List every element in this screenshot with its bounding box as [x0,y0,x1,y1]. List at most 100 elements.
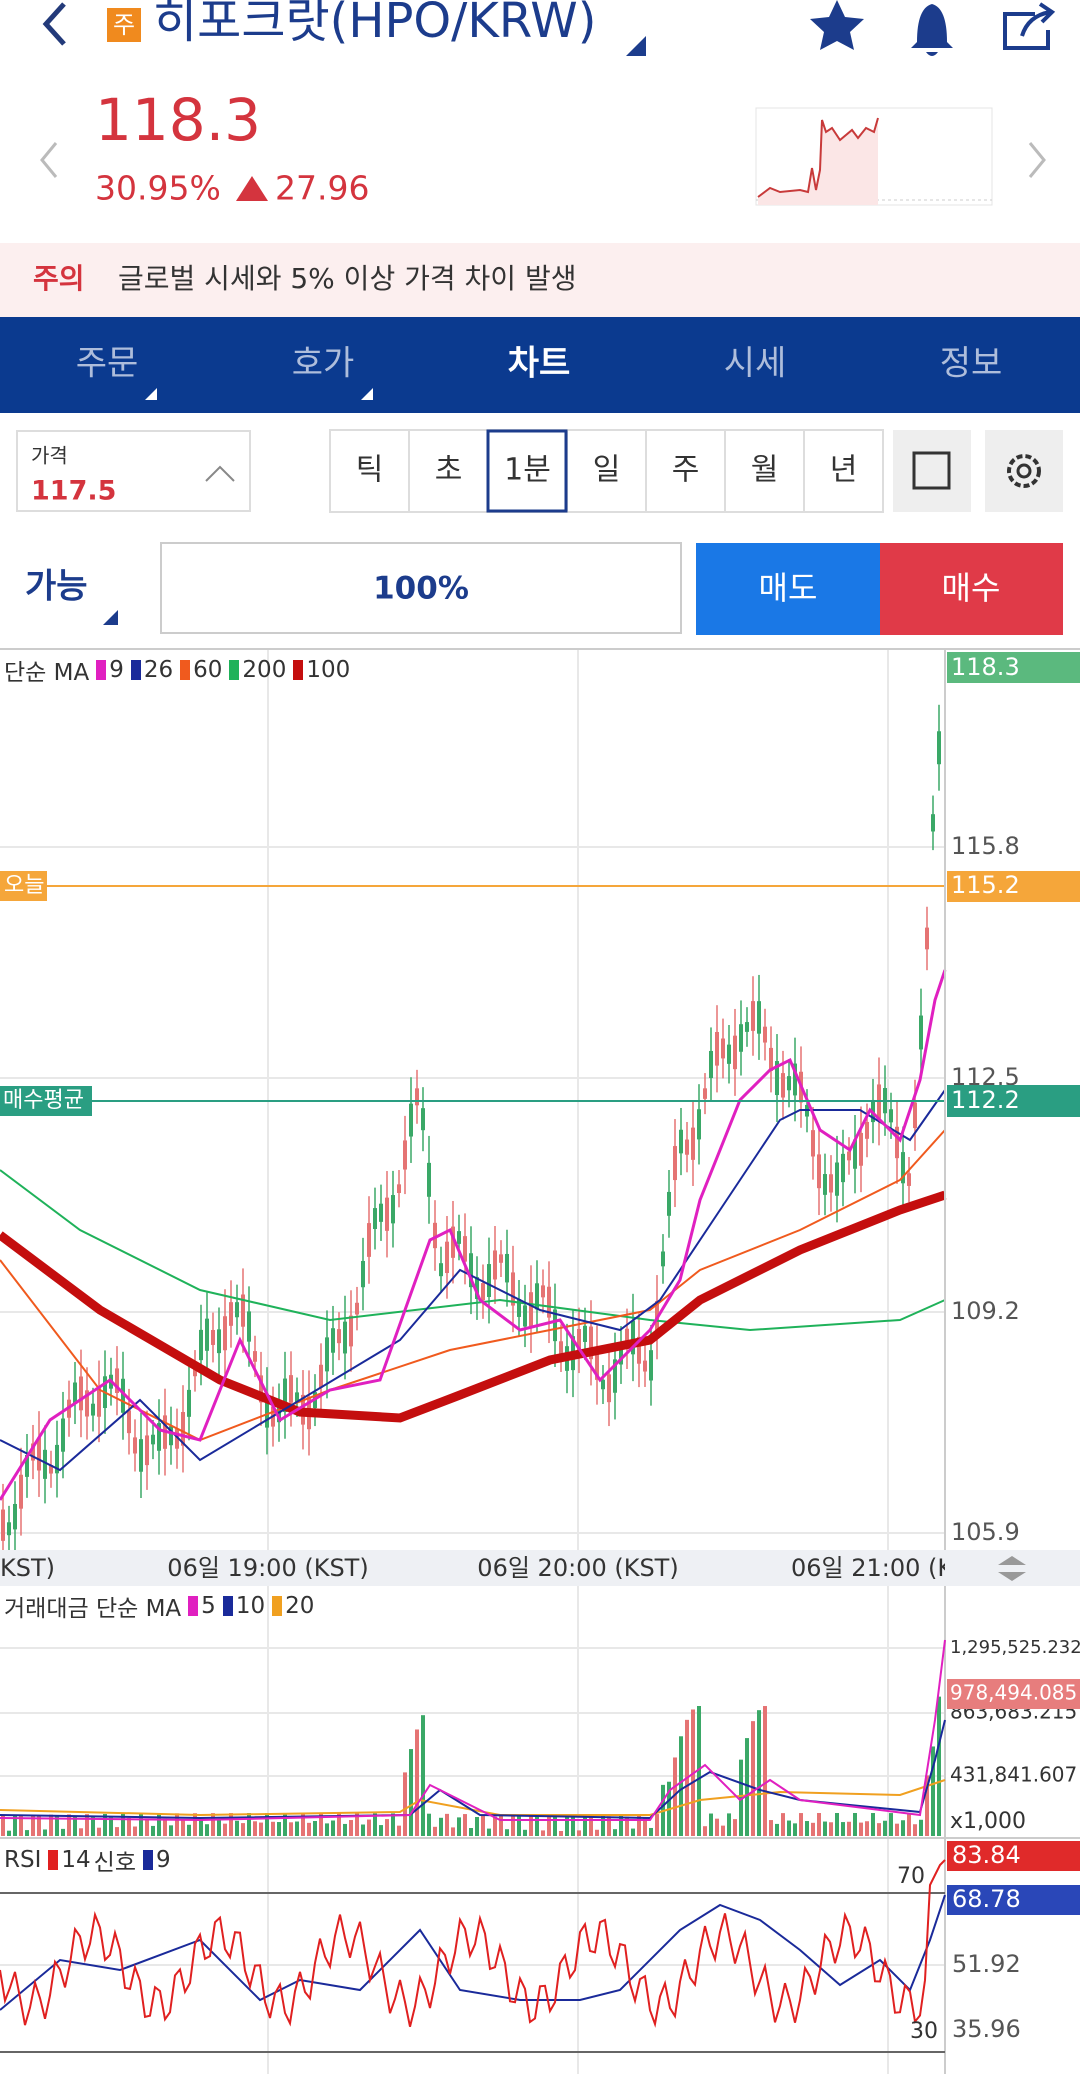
candle-body [889,1109,893,1123]
volume-bar [739,1759,743,1836]
candle-body [907,1173,911,1186]
legend-period: 100 [306,657,351,683]
tab[interactable]: 호가 [292,344,355,384]
candle-body [199,1329,203,1361]
available-label[interactable]: 가능 [25,567,88,607]
candle-body [211,1330,215,1345]
next-button[interactable] [1028,142,1046,178]
axis-label: 115.2 [951,871,1020,899]
candle-body [259,1375,263,1403]
volume-bar [559,1830,563,1836]
candle-body [589,1326,593,1360]
volume-bar [67,1814,71,1836]
candle-body [553,1309,557,1342]
volume-bar [97,1827,101,1836]
candle-body [841,1153,845,1183]
legend-swatch [180,660,191,680]
available-dropdown[interactable] [103,610,118,625]
candle-body [739,1024,743,1052]
volume-bar [541,1830,545,1836]
sell-button[interactable] [696,543,880,635]
volume-bar [217,1820,221,1836]
tab-bar [0,317,1080,413]
interval-button[interactable] [803,429,884,513]
today-price-tag [947,871,1080,902]
axis-label: 112.2 [951,1086,1020,1114]
volume-bar [805,1821,809,1836]
share-icon[interactable] [1003,2,1056,50]
volume-bar [481,1814,485,1836]
candle-body [355,1302,359,1315]
candle-body [481,1283,485,1301]
candle-body [547,1286,551,1318]
volume-bar [295,1821,299,1836]
resize-handle[interactable] [998,1556,1026,1581]
candle-body [619,1345,623,1365]
tab[interactable]: 정보 [940,344,1003,384]
legend-period: 26 [143,657,174,683]
tab[interactable]: 시세 [724,344,787,384]
legend-period: 200 [242,657,287,683]
interval-button[interactable] [408,429,489,513]
volume-bar [655,1814,659,1836]
volume-bar [493,1816,497,1836]
buy-button[interactable] [880,543,1063,635]
candle-body [169,1426,173,1446]
candle-body [373,1208,377,1229]
volume-bar [793,1823,797,1836]
today-label: 오늘 [4,873,44,898]
interval-button[interactable] [566,429,647,513]
volume-bar [73,1816,77,1836]
legend-period: 60 [193,657,223,683]
sell-label: 매도 [759,569,818,607]
legend-period: 5 [201,1593,216,1619]
favorite-icon[interactable] [810,0,864,50]
price-input-stepper[interactable] [205,465,235,482]
interval-button[interactable] [724,429,805,513]
candle-body [181,1412,185,1446]
ratio-input[interactable] [160,542,682,634]
legend-title: RSI [4,1847,42,1873]
volume-bar [55,1816,59,1836]
volume-bar [19,1815,23,1836]
rsi-legend: RSI 14 신호 9 [4,1843,171,1877]
coin-title[interactable]: 히포크랏(HPO/KRW) [153,0,596,49]
volume-bar [1,1815,5,1836]
volume-bar [505,1829,509,1836]
candle-body [523,1305,527,1327]
candle-body [253,1351,257,1362]
prev-button[interactable] [40,142,58,178]
interval-button[interactable] [329,429,410,513]
settings-button[interactable] [985,430,1063,512]
candle-body [865,1121,869,1139]
volume-bar [433,1826,437,1836]
volume-bar [619,1814,623,1836]
ma-line [0,969,947,1501]
volume-bar [775,1823,779,1836]
candle-body [1,1509,5,1541]
price-input[interactable] [16,430,251,512]
legend-swatch [272,1596,283,1616]
candle-body [157,1423,161,1451]
title-dropdown[interactable] [626,36,646,56]
volume-bar [277,1822,281,1836]
volume-bar [547,1815,551,1836]
tab[interactable]: 차트 [508,344,571,384]
interval-button[interactable] [645,429,726,513]
candle-body [13,1503,17,1530]
volume-bar [727,1813,731,1836]
last-price-tag [947,652,1080,683]
drawing-button[interactable] [893,430,971,512]
candle-body [493,1250,497,1280]
back-button[interactable] [42,2,66,46]
volume-bar [871,1813,875,1836]
tab[interactable]: 주문 [76,344,139,384]
candle-body [913,1102,917,1129]
ma-line [0,1190,947,1423]
volume-bar [853,1813,857,1836]
candle-body [193,1365,197,1377]
alert-icon[interactable] [911,4,953,56]
volume-bar [91,1817,95,1836]
candle-body [31,1443,35,1461]
volume-bar [463,1814,467,1836]
